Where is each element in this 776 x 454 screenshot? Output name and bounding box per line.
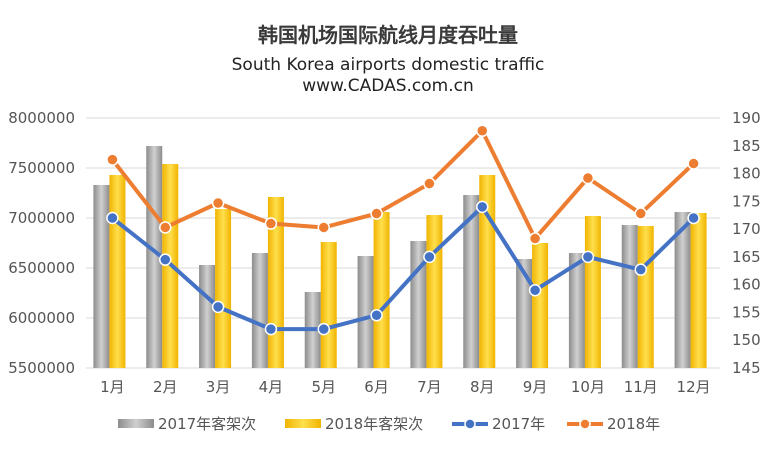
chart-subtitle: South Korea airports domestic traffic bbox=[232, 55, 545, 75]
bar-2017 bbox=[621, 225, 638, 368]
bars bbox=[93, 146, 707, 368]
data-point bbox=[423, 250, 436, 264]
data-point bbox=[317, 221, 330, 234]
bar-2017 bbox=[357, 256, 374, 368]
y-right-tick-label: 180 bbox=[732, 165, 761, 183]
gridlines bbox=[86, 117, 720, 369]
bar-2018 bbox=[690, 213, 707, 368]
y-right-tick-label: 160 bbox=[732, 276, 761, 294]
y-left-tick-label: 7500000 bbox=[8, 159, 75, 177]
y-right-tick-label: 155 bbox=[732, 303, 761, 321]
bar-2018 bbox=[215, 209, 232, 368]
x-tick-label: 12月 bbox=[677, 378, 711, 396]
y-right-tick-label: 190 bbox=[732, 109, 761, 127]
y-left-tick-label: 6000000 bbox=[8, 309, 75, 327]
bar-2017 bbox=[674, 212, 691, 368]
data-point bbox=[423, 177, 436, 190]
y-right-tick-label: 170 bbox=[732, 220, 761, 238]
data-point bbox=[528, 283, 542, 297]
legend: 2017年客架次 2018年客架次 2017年 2018年 bbox=[118, 415, 660, 433]
data-point bbox=[370, 207, 383, 220]
data-point bbox=[211, 300, 225, 314]
y-right-tick-label: 175 bbox=[732, 192, 761, 210]
y-left-tick-label: 7000000 bbox=[8, 209, 75, 227]
bar-2017 bbox=[463, 195, 480, 368]
data-point bbox=[476, 200, 489, 214]
y-left-tick-label: 5500000 bbox=[8, 359, 75, 377]
legend-swatch bbox=[118, 419, 154, 428]
bar-2018 bbox=[320, 242, 337, 368]
data-point bbox=[687, 157, 700, 170]
x-tick-label: 9月 bbox=[523, 378, 548, 396]
data-point bbox=[634, 263, 647, 276]
bar-2018 bbox=[109, 175, 126, 368]
bar-2017 bbox=[199, 265, 216, 368]
data-point bbox=[264, 322, 278, 336]
legend-marker bbox=[579, 418, 591, 430]
x-tick-label: 3月 bbox=[206, 378, 231, 396]
y-right-tick-label: 145 bbox=[732, 359, 761, 377]
axes: 8000000 7500000 7000000 6500000 6000000 55000… bbox=[8, 109, 760, 396]
bar-2018 bbox=[637, 226, 654, 368]
data-point bbox=[370, 308, 383, 322]
data-point bbox=[159, 253, 172, 266]
data-point bbox=[634, 207, 647, 220]
bar-2018 bbox=[532, 243, 549, 368]
legend-label: 2018年 bbox=[607, 415, 660, 433]
bar-2018 bbox=[426, 215, 443, 368]
lines bbox=[106, 124, 700, 336]
data-point bbox=[106, 153, 119, 166]
legend-label: 2018年客架次 bbox=[325, 415, 423, 433]
x-tick-label: 10月 bbox=[571, 378, 605, 396]
y-right-tick-label: 185 bbox=[732, 137, 761, 155]
y-left-tick-label: 8000000 bbox=[8, 109, 75, 127]
legend-label: 2017年客架次 bbox=[158, 415, 256, 433]
series-line bbox=[110, 128, 695, 241]
chart-source: www.CADAS.com.cn bbox=[302, 76, 474, 96]
data-point bbox=[159, 221, 172, 234]
x-tick-label: 8月 bbox=[470, 378, 495, 396]
x-tick-label: 2月 bbox=[153, 378, 178, 396]
y-right-tick-label: 150 bbox=[732, 331, 761, 349]
data-point bbox=[106, 211, 119, 225]
data-point bbox=[581, 250, 595, 264]
legend-marker bbox=[464, 418, 476, 430]
data-point bbox=[476, 124, 489, 138]
data-point bbox=[687, 211, 700, 225]
bar-2018 bbox=[373, 212, 390, 368]
bar-2017 bbox=[146, 146, 163, 368]
x-tick-label: 11月 bbox=[624, 378, 658, 396]
data-point bbox=[317, 322, 330, 336]
x-tick-label: 5月 bbox=[311, 378, 336, 396]
data-point bbox=[581, 171, 595, 185]
series-line bbox=[111, 204, 695, 332]
data-point bbox=[528, 232, 542, 245]
x-tick-label: 4月 bbox=[259, 378, 284, 396]
bar-2017 bbox=[568, 253, 585, 368]
data-point bbox=[264, 217, 278, 230]
data-point bbox=[211, 196, 225, 210]
bar-2017 bbox=[251, 253, 268, 368]
x-tick-label: 6月 bbox=[364, 378, 389, 396]
bar-2017 bbox=[516, 259, 533, 368]
x-tick-label: 7月 bbox=[417, 378, 442, 396]
y-left-tick-label: 6500000 bbox=[8, 259, 75, 277]
bar-2017 bbox=[93, 185, 110, 368]
legend-swatch bbox=[285, 419, 321, 428]
y-right-tick-label: 165 bbox=[732, 248, 761, 266]
legend-label: 2017年 bbox=[492, 415, 545, 433]
bar-2018 bbox=[584, 216, 601, 368]
x-tick-label: 1月 bbox=[100, 378, 125, 396]
chart-title: 韩国机场国际航线月度吞吐量 bbox=[258, 23, 518, 47]
